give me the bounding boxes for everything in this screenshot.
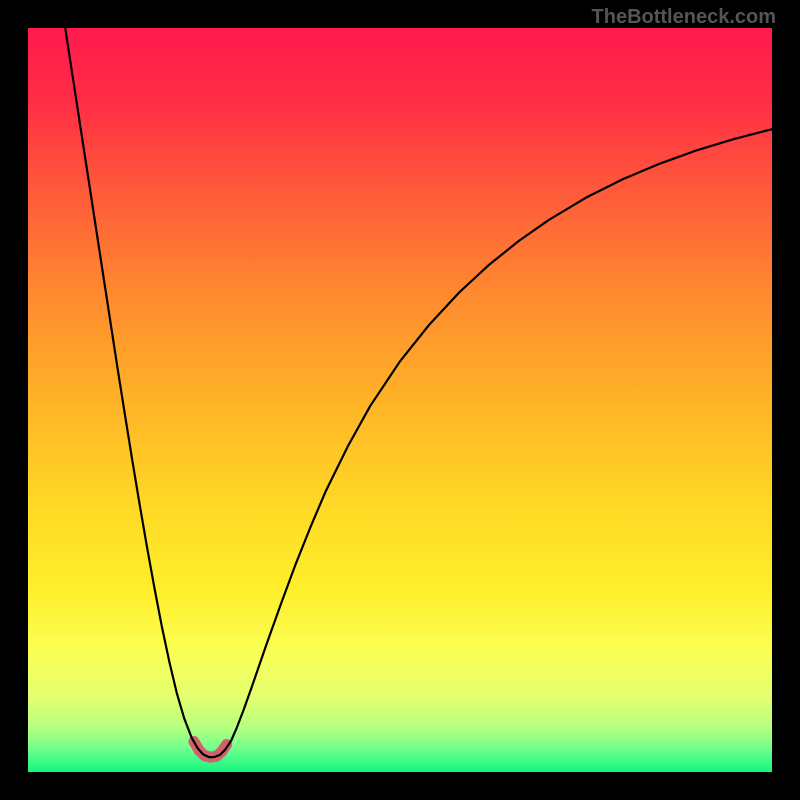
chart-stage: TheBottleneck.com [0, 0, 800, 800]
bottleneck-curve [65, 28, 772, 757]
watermark-text: TheBottleneck.com [592, 6, 776, 29]
plot-frame [28, 28, 772, 772]
curve-layer [28, 28, 772, 772]
plot-area [28, 28, 772, 772]
